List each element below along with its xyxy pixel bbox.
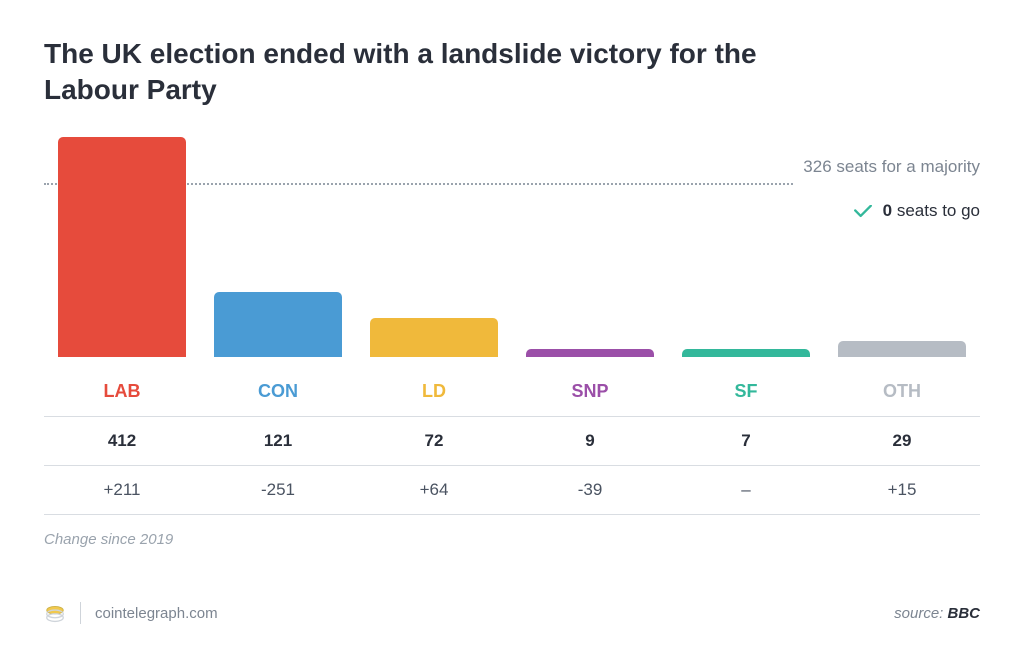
- change-value: –: [668, 466, 824, 514]
- bar-slot: [512, 137, 668, 357]
- bar-chart: 326 seats for a majority 0 seats to go: [44, 137, 980, 357]
- bar-ld: [370, 318, 498, 356]
- party-label: SNP: [512, 367, 668, 416]
- chart-title: The UK election ended with a landslide v…: [44, 36, 764, 109]
- source-credit: source: BBC: [894, 605, 980, 622]
- seats-row: 412121729729: [44, 417, 980, 466]
- brand-divider: [80, 602, 81, 624]
- change-footnote: Change since 2019: [44, 531, 980, 548]
- coin-logo-icon: [44, 602, 66, 624]
- change-value: -39: [512, 466, 668, 514]
- bar-sf: [682, 349, 810, 357]
- party-label: CON: [200, 367, 356, 416]
- bar-snp: [526, 349, 654, 357]
- bar-slot: [824, 137, 980, 357]
- seats-value: 9: [512, 417, 668, 465]
- bar-slot: [668, 137, 824, 357]
- bar-lab: [58, 137, 186, 357]
- brand-site: cointelegraph.com: [95, 605, 218, 622]
- seats-value: 29: [824, 417, 980, 465]
- bar-slot: [200, 137, 356, 357]
- bar-slot: [356, 137, 512, 357]
- change-value: +15: [824, 466, 980, 514]
- party-label: LD: [356, 367, 512, 416]
- footer: cointelegraph.com source: BBC: [44, 602, 980, 624]
- bars-container: [44, 137, 980, 357]
- party-label: OTH: [824, 367, 980, 416]
- change-value: -251: [200, 466, 356, 514]
- results-table: LABCONLDSNPSFOTH 412121729729 +211-251+6…: [44, 367, 980, 515]
- brand: cointelegraph.com: [44, 602, 218, 624]
- bar-oth: [838, 341, 966, 356]
- party-label: SF: [668, 367, 824, 416]
- party-labels-row: LABCONLDSNPSFOTH: [44, 367, 980, 417]
- change-row: +211-251+64-39–+15: [44, 466, 980, 515]
- seats-value: 412: [44, 417, 200, 465]
- change-value: +211: [44, 466, 200, 514]
- bar-con: [214, 292, 342, 357]
- seats-value: 121: [200, 417, 356, 465]
- seats-value: 72: [356, 417, 512, 465]
- bar-slot: [44, 137, 200, 357]
- party-label: LAB: [44, 367, 200, 416]
- change-value: +64: [356, 466, 512, 514]
- seats-value: 7: [668, 417, 824, 465]
